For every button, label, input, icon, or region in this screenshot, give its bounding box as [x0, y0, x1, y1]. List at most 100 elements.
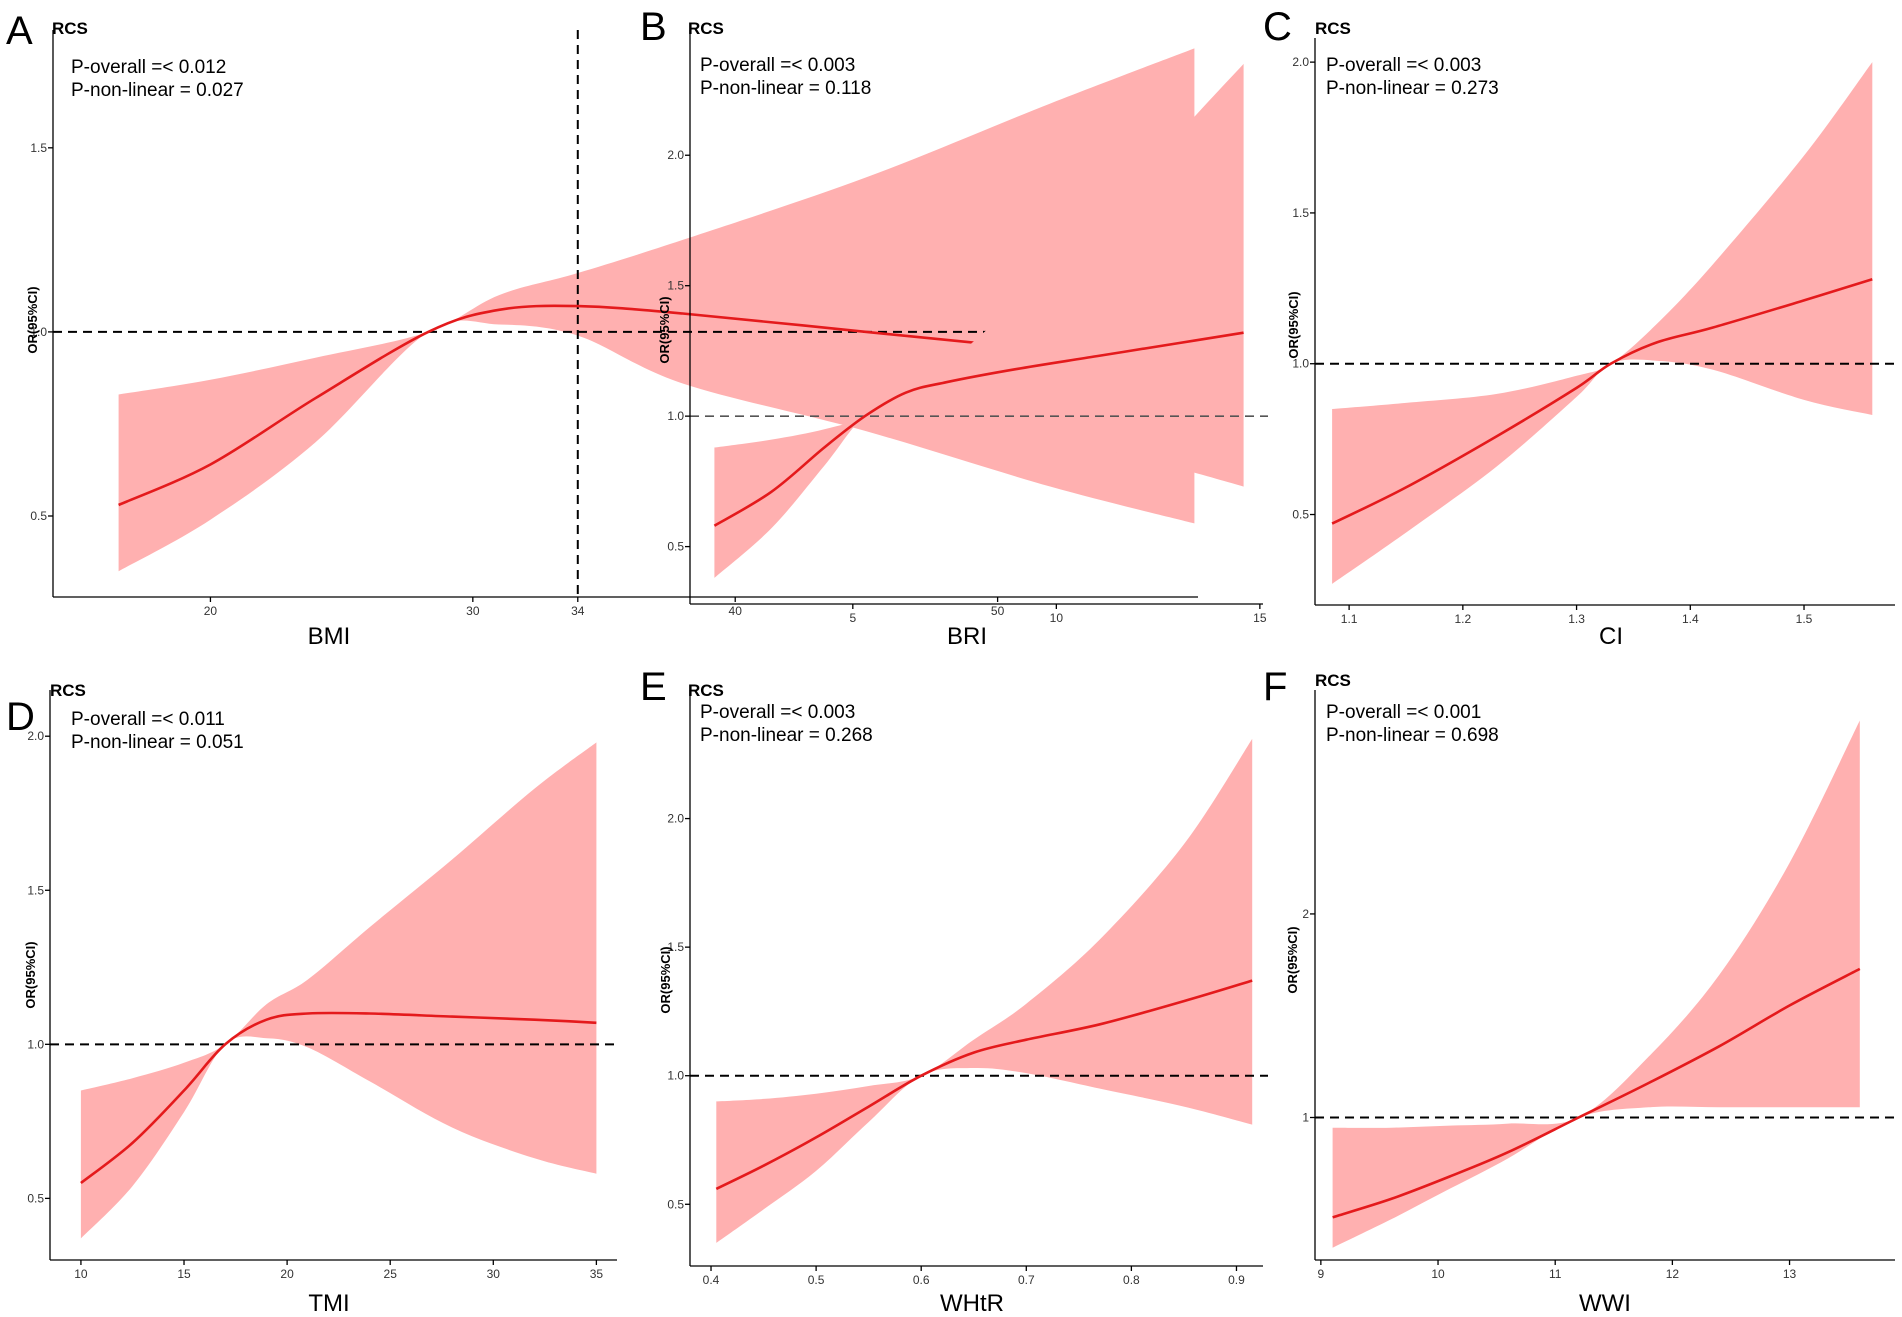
or-curve: [1332, 967, 1861, 1219]
y-tick-label: 1.5: [667, 940, 684, 954]
y-tick-label: 0.5: [667, 540, 684, 554]
x-tick-label: 0.8: [1123, 1273, 1140, 1287]
or-curve: [1331, 278, 1873, 525]
confidence-band: [118, 48, 1195, 572]
x-axis-label: BRI: [947, 623, 987, 650]
x-tick-label: 1.2: [1454, 612, 1471, 626]
y-tick-label: 1.0: [27, 1037, 44, 1051]
confidence-band: [1332, 720, 1860, 1248]
or-curve: [713, 331, 1244, 527]
x-tick-label: 30: [487, 1267, 501, 1281]
x-tick-label: 0.7: [1018, 1273, 1035, 1287]
x-tick-label: 30: [466, 604, 480, 618]
or-curve: [715, 979, 1253, 1191]
y-axis-label: OR(95%CI): [1286, 291, 1301, 358]
x-tick-label: 0.5: [808, 1273, 825, 1287]
y-tick-label: 0.5: [667, 1197, 684, 1211]
x-tick-label: 15: [177, 1267, 191, 1281]
x-axis-label: TMI: [308, 1290, 349, 1317]
x-tick-label: 9: [1318, 1267, 1325, 1281]
y-axis-label: OR(95%CI): [25, 286, 40, 353]
y-axis-label: OR(95%CI): [657, 296, 672, 363]
x-tick-label: 1.5: [1796, 612, 1813, 626]
y-tick-label: 2.0: [1292, 55, 1309, 69]
confidence-band: [714, 63, 1244, 578]
confidence-band: [716, 738, 1253, 1243]
x-tick-label: 1.1: [1341, 612, 1358, 626]
x-tick-label: 20: [204, 604, 218, 618]
p-overall-text: P-overall =< 0.003: [700, 55, 855, 76]
y-tick-label: 2: [1302, 907, 1309, 921]
x-tick-label: 20: [280, 1267, 294, 1281]
y-tick-label: 1.0: [30, 325, 47, 339]
y-tick-label: 1.0: [667, 409, 684, 423]
y-tick-label: 1.5: [667, 279, 684, 293]
panel-letter: F: [1263, 665, 1287, 709]
x-tick-label: 34: [571, 604, 585, 618]
or-curve: [80, 1011, 597, 1185]
y-tick-label: 1.5: [30, 141, 47, 155]
panel-letter: D: [6, 695, 35, 739]
p-overall-text: P-overall =< 0.003: [1326, 55, 1481, 76]
y-tick-label: 1.0: [1292, 357, 1309, 371]
panel-title: RCS: [50, 681, 86, 700]
panel-c: 1.1 1.2 1.3 1.4 1.5 0.5 1.0 1.5 2.0C RCS P-overall…: [1263, 5, 1895, 650]
x-tick-label: 13: [1783, 1267, 1797, 1281]
y-tick-label: 1.0: [667, 1069, 684, 1083]
p-nonlinear-text: P-non-linear = 0.027: [71, 80, 244, 101]
panel-letter: E: [640, 665, 667, 709]
x-tick-label: 10: [1431, 1267, 1445, 1281]
p-nonlinear-text: P-non-linear = 0.273: [1326, 78, 1499, 99]
x-tick-label: 40: [729, 604, 743, 618]
panel-letter: C: [1263, 5, 1292, 49]
y-tick-label: 2.0: [667, 812, 684, 826]
p-overall-text: P-overall =< 0.003: [700, 702, 855, 723]
y-tick-label: 0.5: [1292, 508, 1309, 522]
panel-e: 0.4 0.5 0.6 0.7 0.8 0.9 0.5 1.0 1.5 2.0 E RCS P-over…: [640, 665, 1268, 1317]
y-tick-label: 1: [1302, 1111, 1309, 1125]
p-nonlinear-text: P-non-linear = 0.698: [1326, 725, 1499, 746]
x-tick-label: 1.3: [1568, 612, 1585, 626]
y-tick-label: 0.5: [27, 1191, 44, 1205]
panel-title: RCS: [1315, 671, 1351, 690]
panel-letter: A: [6, 9, 33, 53]
panel-d: 10 15 20 25 30 35 0.5 1.0 1.5 2.0D RCS P-overall =<…: [6, 681, 617, 1317]
panel-letter: B: [640, 5, 667, 49]
y-tick-label: 1.5: [27, 883, 44, 897]
p-nonlinear-text: P-non-linear = 0.051: [71, 732, 244, 753]
x-tick-label: 10: [74, 1267, 88, 1281]
panel-a: 20 30 34 40 50 0.5 1.0 1.5 A RCS P-overall =< 0.01…: [6, 9, 1198, 650]
x-tick-label: 50: [991, 604, 1005, 618]
x-tick-label: 5: [849, 611, 856, 625]
x-tick-label: 10: [1050, 611, 1064, 625]
y-axis-label: OR(95%CI): [23, 941, 38, 1008]
panel-b: 5 10 15 0.5 1.0 1.5 2.0 B RCS P-overall =< 0.003P…: [640, 5, 1268, 650]
x-tick-label: 0.4: [703, 1273, 720, 1287]
panel-title: RCS: [688, 681, 724, 700]
p-overall-text: P-overall =< 0.001: [1326, 702, 1481, 723]
x-tick-label: 15: [1253, 611, 1267, 625]
x-tick-label: 0.6: [913, 1273, 930, 1287]
x-tick-label: 11: [1549, 1267, 1562, 1281]
p-nonlinear-text: P-non-linear = 0.268: [700, 725, 873, 746]
x-axis-label: WHtR: [940, 1290, 1004, 1317]
y-tick-label: 2.0: [27, 729, 44, 743]
y-tick-label: 0.5: [30, 509, 47, 523]
panel-title: RCS: [688, 19, 724, 38]
y-tick-label: 1.5: [1292, 206, 1309, 220]
y-tick-label: 2.0: [667, 148, 684, 162]
y-axis-label: OR(95%CI): [658, 946, 673, 1013]
confidence-band: [80, 742, 597, 1239]
y-axis-label: OR(95%CI): [1285, 926, 1300, 993]
x-axis-label: WWI: [1579, 1290, 1631, 1317]
p-overall-text: P-overall =< 0.011: [71, 709, 225, 730]
panel-title: RCS: [1315, 19, 1351, 38]
x-tick-label: 1.4: [1682, 612, 1699, 626]
x-tick-label: 25: [384, 1267, 398, 1281]
confidence-band: [1332, 62, 1873, 584]
panel-title: RCS: [52, 19, 88, 38]
x-tick-label: 12: [1666, 1267, 1680, 1281]
x-axis-label: CI: [1599, 623, 1623, 650]
